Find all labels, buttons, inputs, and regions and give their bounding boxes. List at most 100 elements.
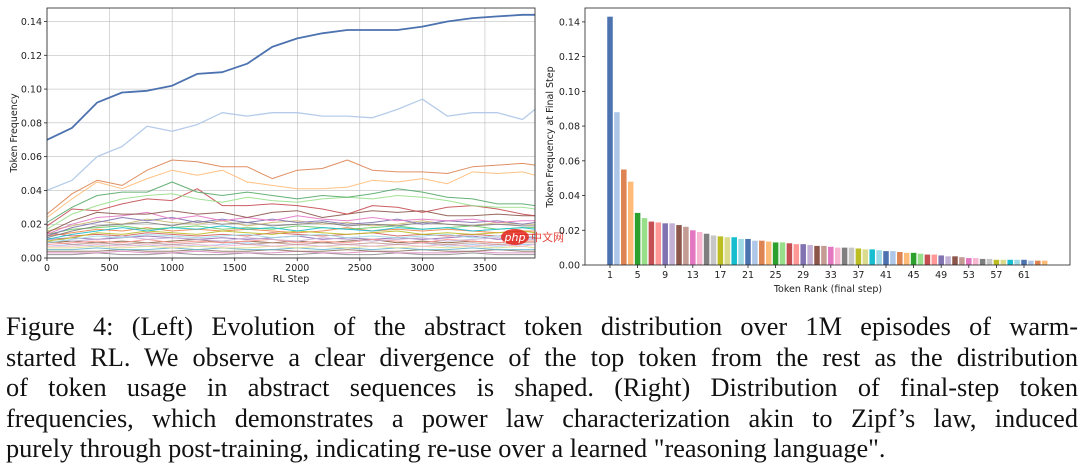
left-chart-series <box>46 13 536 256</box>
right-x-tick-label: 1 <box>607 270 613 281</box>
right-bar-chart: 1 5 9 13 17 21 25 29 33 37 41 45 49 53 57 61 0.000.020.… <box>545 7 1071 295</box>
right-y-tick-label: 0.08 <box>559 122 580 133</box>
bar <box>690 230 696 265</box>
bar <box>752 240 758 265</box>
bar <box>634 212 641 265</box>
bar <box>765 241 772 265</box>
bar <box>993 259 1000 265</box>
left-x-tick-label: 3500 <box>473 263 497 274</box>
series-line <box>46 225 536 240</box>
left-x-tick-label: 1500 <box>223 263 247 274</box>
right-chart-bars <box>607 16 1048 266</box>
bar <box>1035 260 1041 265</box>
left-chart-grid <box>46 8 535 259</box>
right-y-tick-label: 0.14 <box>559 17 580 28</box>
bar <box>1041 260 1048 265</box>
right-x-tick-label: 13 <box>687 270 699 281</box>
series-line <box>46 188 536 227</box>
bar <box>779 242 786 265</box>
series-line <box>46 159 536 215</box>
right-y-tick-label: 0.10 <box>559 87 580 98</box>
right-x-tick-label: 49 <box>935 270 947 281</box>
right-y-tick-label: 0.00 <box>559 261 580 272</box>
bar <box>676 225 682 265</box>
bar <box>890 251 896 265</box>
bar <box>931 254 938 265</box>
left-y-tick-label: 0.14 <box>21 17 42 28</box>
bar <box>1028 260 1034 265</box>
right-y-ticks: 0.00 0.02 0.04 0.06 0.08 0.10 0.12 0.14 <box>559 17 585 272</box>
right-x-tick-label: 41 <box>880 270 892 281</box>
bar <box>945 256 951 265</box>
bar <box>669 223 675 265</box>
left-y-tick-label: 0.04 <box>21 186 42 197</box>
bar <box>772 242 779 265</box>
series-line <box>47 245 536 249</box>
series-line <box>46 233 536 244</box>
caption-line: started RL. We observe a clear divergenc… <box>6 342 1078 372</box>
caption-line: Figure 4: (Left) Evolution of the abstra… <box>6 312 1078 341</box>
right-x-tick-label: 61 <box>1018 270 1030 281</box>
bar <box>814 245 820 265</box>
series-line <box>46 13 535 141</box>
left-chart-frame <box>46 7 536 259</box>
series-line <box>46 193 536 230</box>
bar <box>821 245 827 265</box>
right-x-axis-title: Token Rank (final step) <box>773 284 882 295</box>
right-x-tick-label: 33 <box>825 270 837 281</box>
right-x-tick-label: 29 <box>797 270 809 281</box>
bar <box>731 237 737 265</box>
left-y-tick-label: 0.10 <box>21 85 42 96</box>
left-y-ticks: 0.00 0.02 0.04 0.06 0.08 0.10 0.12 0.14 <box>21 17 47 265</box>
bar <box>834 247 841 265</box>
right-x-ticks: 1 5 9 13 17 21 25 29 33 37 41 45 49 53 57 61 <box>607 265 1030 281</box>
bar <box>966 258 972 265</box>
left-y-tick-label: 0.02 <box>21 220 42 231</box>
bar <box>703 233 710 265</box>
series-line <box>46 181 536 223</box>
bar <box>855 248 862 265</box>
series-line <box>46 238 535 245</box>
bar <box>607 16 613 266</box>
series-line <box>46 217 536 237</box>
bar <box>655 222 662 265</box>
right-x-tick-label: 25 <box>770 270 782 281</box>
php-logo-badge <box>501 229 529 245</box>
caption-line: frequencies, which demonstrates a power … <box>6 403 1078 433</box>
php-logo-text: php <box>504 231 526 244</box>
series-line <box>46 225 535 235</box>
bar <box>1014 259 1020 265</box>
bar <box>897 251 903 265</box>
left-y-axis-title: Token Frequency <box>9 93 20 174</box>
bar <box>807 245 813 265</box>
series-line <box>46 211 535 235</box>
bar <box>1007 259 1013 265</box>
bar <box>910 252 917 265</box>
right-y-tick-label: 0.04 <box>559 191 580 202</box>
right-chart-frame <box>584 7 1071 266</box>
bar <box>869 249 875 265</box>
right-x-tick-label: 57 <box>990 270 1002 281</box>
left-x-tick-label: 500 <box>100 263 118 274</box>
bar <box>979 258 986 265</box>
bar <box>841 247 848 265</box>
left-x-tick-label: 1000 <box>160 263 184 274</box>
series-line <box>47 252 535 256</box>
series-line <box>46 98 536 192</box>
bar <box>627 181 634 265</box>
caption-line: purely through post-training, indicating… <box>6 434 886 464</box>
right-x-tick-label: 21 <box>742 270 754 281</box>
left-x-tick-label: 2500 <box>348 263 372 274</box>
bar <box>724 237 731 265</box>
series-line <box>46 220 535 239</box>
right-x-tick-label: 53 <box>963 270 975 281</box>
figure-caption: Figure 4: (Left) Evolution of the abstra… <box>6 312 1078 465</box>
bar <box>648 221 655 265</box>
bar <box>786 243 793 265</box>
right-y-tick-label: 0.02 <box>559 226 580 237</box>
left-y-tick-label: 0.08 <box>21 118 42 129</box>
bar <box>710 235 717 265</box>
right-x-tick-label: 45 <box>908 270 920 281</box>
bar <box>903 252 910 265</box>
bar <box>614 112 620 265</box>
